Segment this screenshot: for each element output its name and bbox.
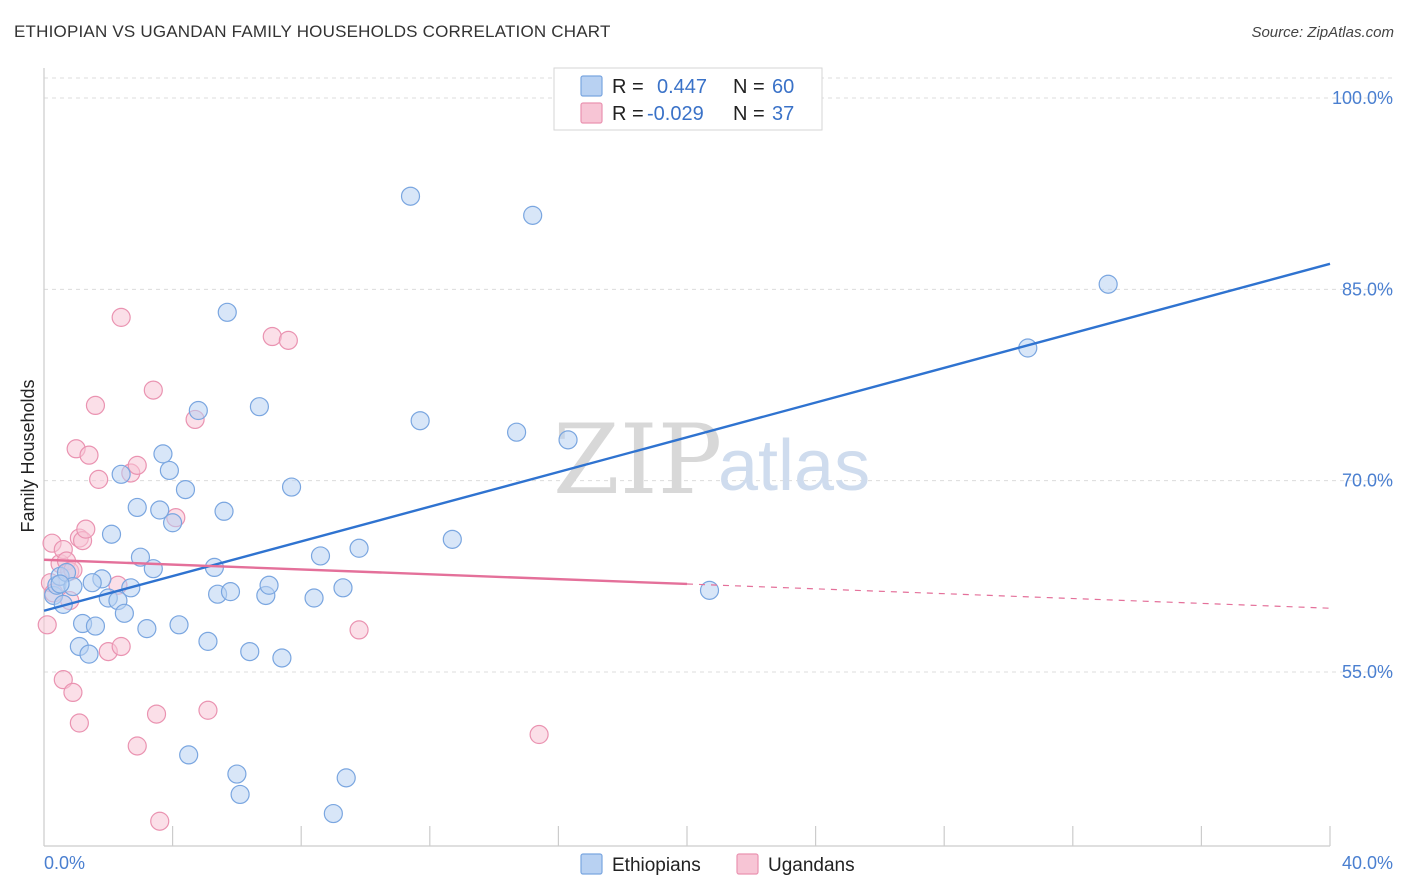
legend-r-value-blue: 0.447 [657,76,707,98]
ethiopians-point [272,648,292,668]
ethiopians-trend-line [43,262,1331,612]
ethiopians-point [163,513,183,533]
correlation-legend: R = 0.447 N = 60 R = -0.029 N = 37 [553,67,823,131]
legend-n-value-pink: 37 [772,103,794,125]
ugandans-point [76,519,96,539]
ethiopians-point [85,616,106,636]
legend-r-label-blue: R = [612,76,644,98]
ethiopians-point [259,575,279,595]
ugandans-point [278,330,298,350]
y-axis-label: Family Households [18,379,38,532]
ethiopians-points [44,186,1118,824]
ugandans-point [53,670,73,690]
series-legend-ethiopians: Ethiopians [612,855,701,876]
ugandans-point [143,380,163,400]
ethiopians-point [217,302,237,322]
ethiopians-point [523,205,543,225]
ethiopians-point [137,619,157,639]
ugandans-point [262,326,282,347]
ethiopians-point [214,501,234,521]
ethiopians-point [169,615,189,635]
ethiopians-point [333,578,353,598]
ethiopians-point [507,422,527,442]
ugandans-point [349,620,369,640]
ethiopians-point [349,538,369,558]
ethiopians-point [175,479,196,500]
y-tick-label: 85.0% [1342,279,1393,299]
ethiopians-point [304,588,324,608]
ugandans-point [127,455,147,475]
ugandans-point [111,307,131,327]
watermark-zip: ZIP [553,404,722,516]
ugandans-point [146,704,167,724]
ethiopians-point [1098,274,1118,294]
ethiopians-point [150,500,170,520]
ethiopians-point [188,400,208,421]
ethiopians-point [114,603,134,623]
ethiopians-point [143,559,163,579]
ugandans-point [89,469,109,489]
ethiopians-point [227,764,247,784]
ethiopians-point [50,574,70,594]
ethiopians-point [240,641,260,662]
ethiopians-point [230,784,250,805]
watermark-atlas: atlas [718,426,870,506]
ethiopians-point [127,497,147,518]
ugandans-point [111,636,131,657]
x-tick-max: 40.0% [1342,853,1393,873]
series-legend-ugandans: Ugandans [768,855,855,876]
ugandans-point [37,615,57,635]
ethiopians-point [179,745,199,765]
y-tick-label: 100.0% [1332,88,1393,108]
ethiopians-point [323,803,343,824]
ethiopians-point [220,582,241,602]
legend-swatch-blue [580,75,603,97]
ethiopians-point [410,411,430,431]
ethiopians-point [198,631,218,651]
legend-swatch-pink [580,102,603,124]
ugandans-point [127,736,147,756]
legend-r-value-pink: -0.029 [647,103,704,125]
ugandans-trend-extension [686,583,1331,609]
ugandans-point [198,700,218,720]
ethiopians-point [442,529,462,549]
ethiopians-point [82,573,102,593]
ethiopians-point [281,477,302,497]
ethiopians-point [111,464,131,484]
legend-n-label-blue: N = [733,76,765,98]
legend-r-label-pink: R = [612,103,644,125]
chart-title: ETHIOPIAN VS UGANDAN FAMILY HOUSEHOLDS C… [14,22,611,41]
ethiopians-point [101,524,122,544]
ugandans-trend-line [43,558,688,586]
ethiopians-point [79,644,99,664]
source-label: Source: ZipAtlas.com [1251,24,1394,41]
series-legend-swatch-ugandans [736,853,759,875]
ethiopians-point [153,444,173,464]
x-tick-min: 0.0% [44,853,85,873]
ethiopians-point [699,580,720,600]
ethiopians-point [558,430,578,450]
ethiopians-point [159,460,179,481]
ethiopians-point [310,546,331,566]
trend-lines [43,262,1331,612]
legend-n-label-pink: N = [733,103,765,125]
ugandans-point [79,445,99,465]
legend-n-value-blue: 60 [772,76,794,98]
series-legend-swatch-ethiopians [580,853,603,875]
y-tick-label: 55.0% [1342,662,1393,682]
y-tick-label: 70.0% [1342,471,1393,491]
ethiopians-point [249,397,270,417]
ugandans-point [150,811,170,831]
ethiopians-point [400,186,421,206]
ugandans-point [529,724,549,745]
ugandans-point [85,395,106,416]
ugandans-point [63,682,83,703]
axis-layer [43,68,1331,847]
ugandans-point [69,713,89,733]
series-legend: Ethiopians Ugandans [580,853,855,876]
ethiopians-point [336,768,356,788]
ethiopians-point [130,547,151,567]
watermark: ZIP atlas [553,404,870,516]
